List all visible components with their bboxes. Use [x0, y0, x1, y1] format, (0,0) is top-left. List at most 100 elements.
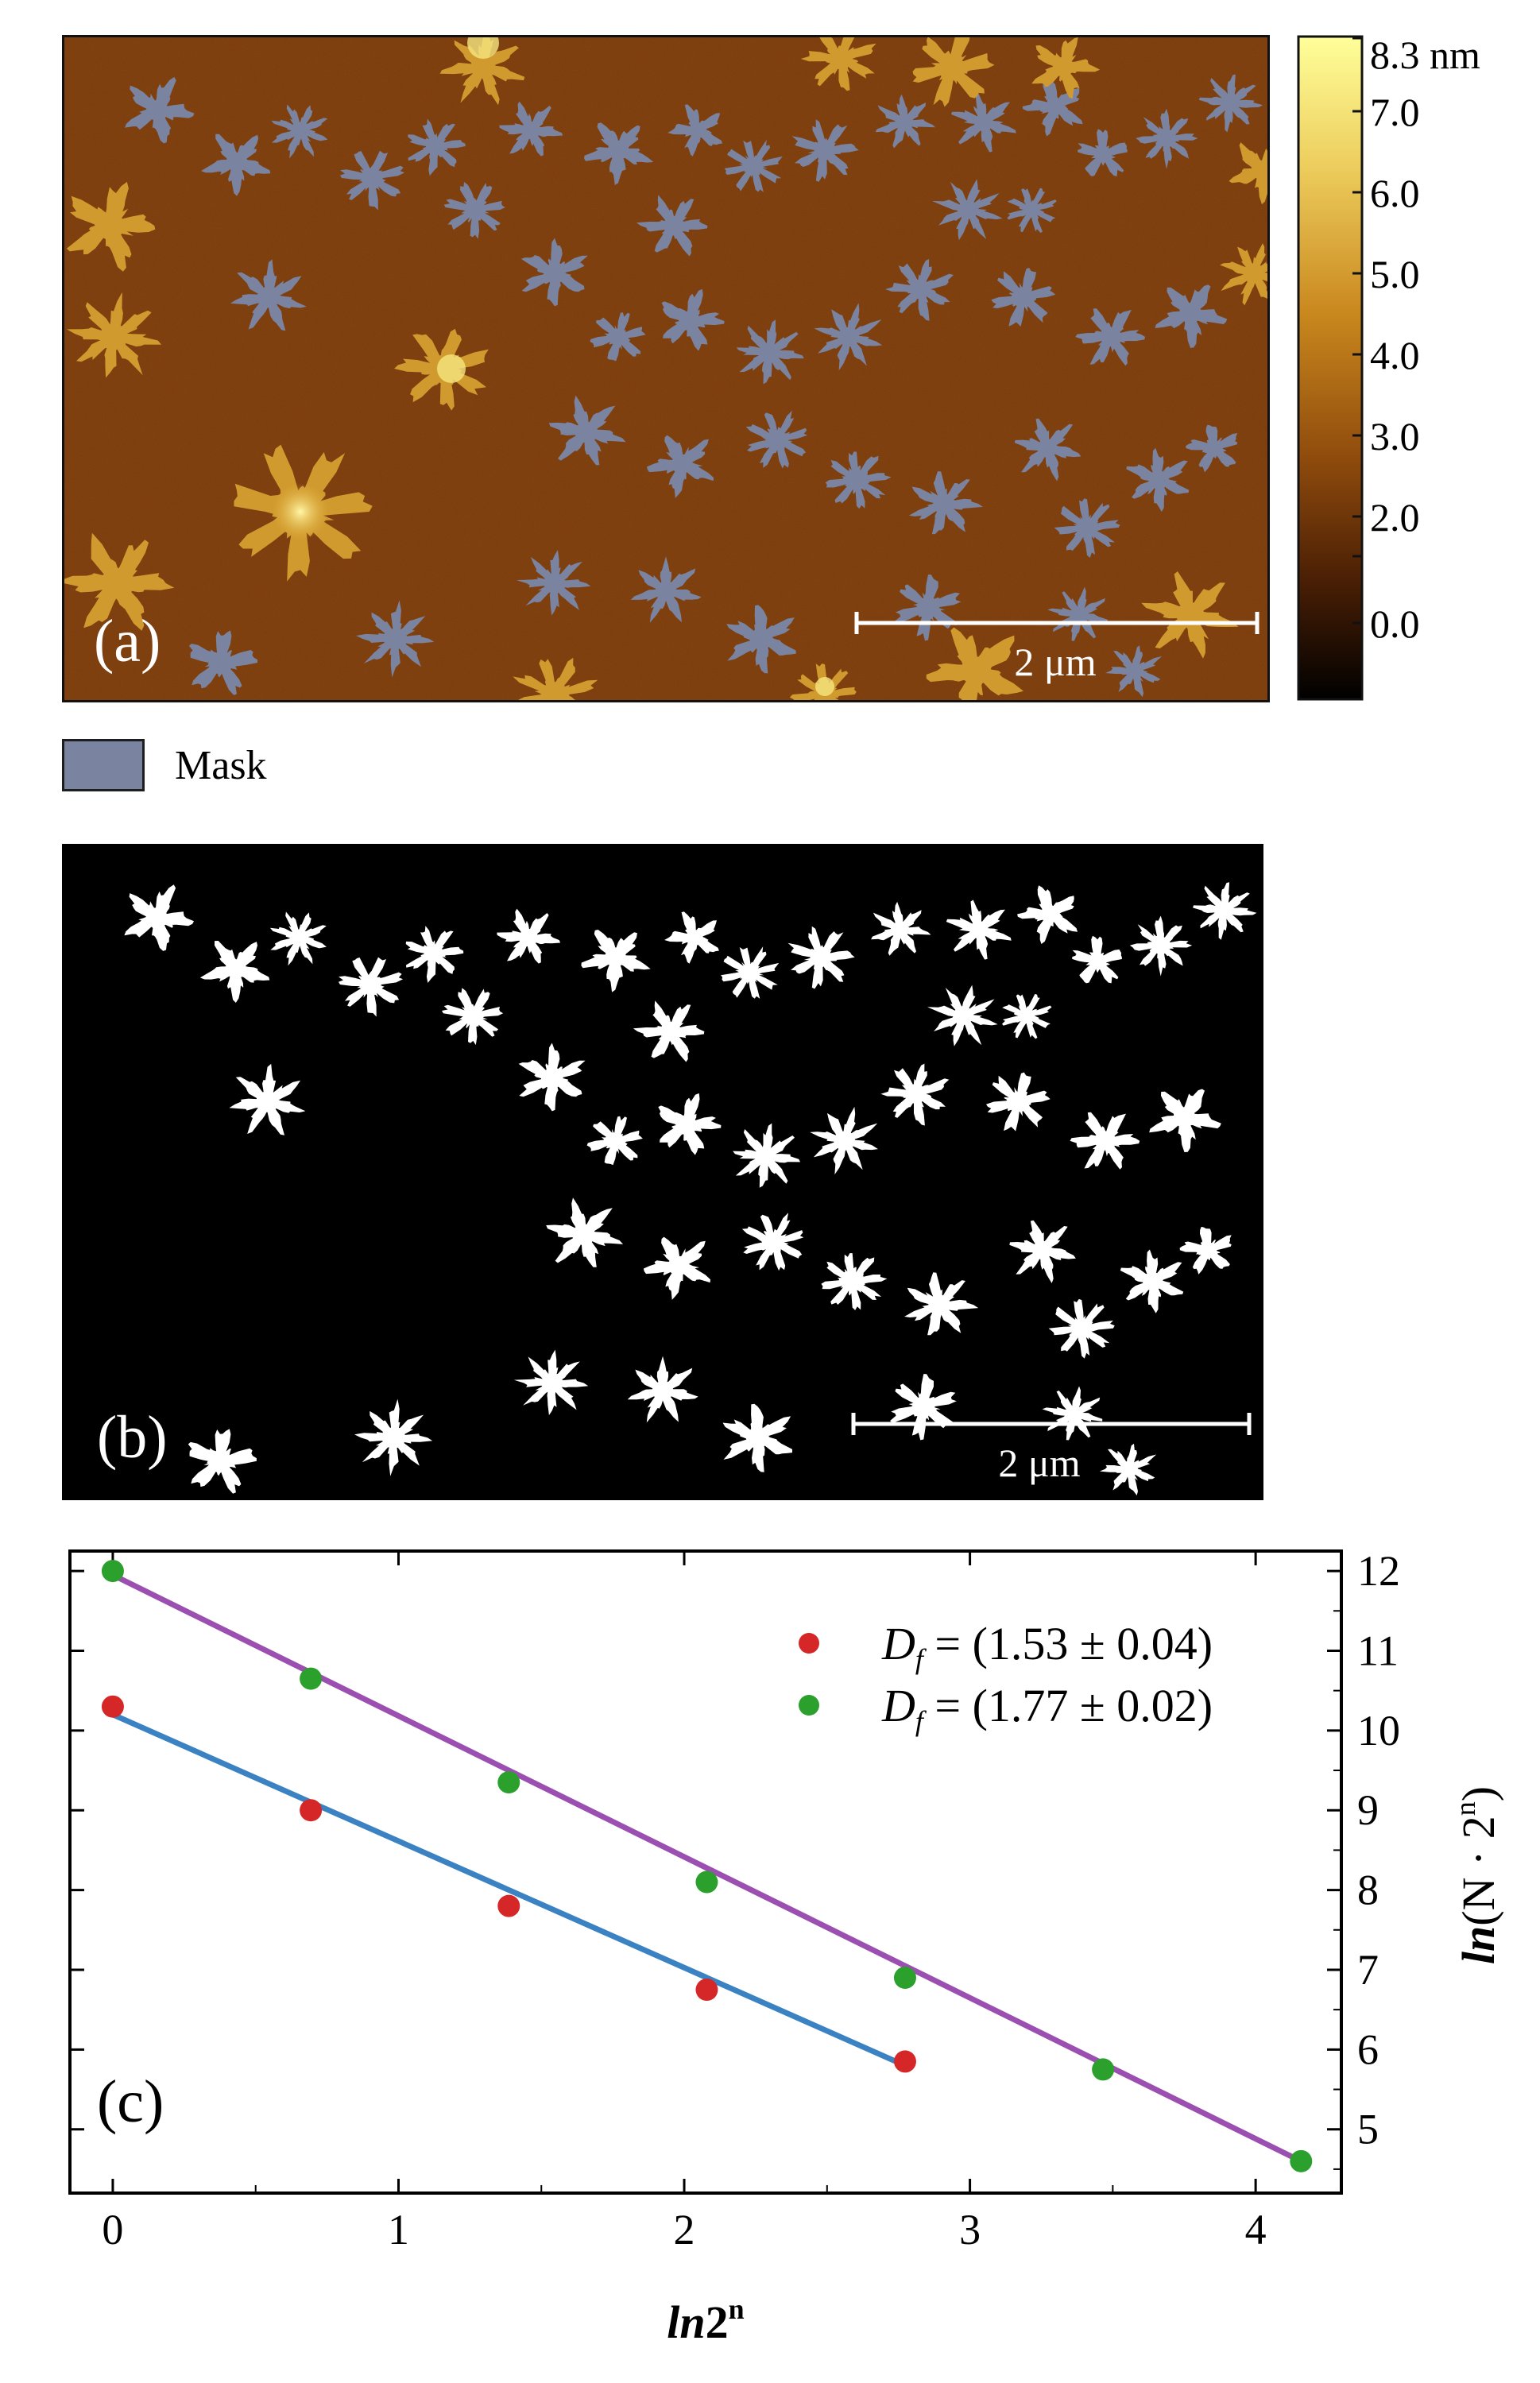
mask-island — [1155, 284, 1228, 348]
binary-island — [1072, 935, 1122, 984]
panel-label-a: (a) — [94, 608, 161, 675]
mask-island — [188, 630, 257, 695]
data-point-series-2 — [695, 1870, 718, 1894]
y-tick-label: 11 — [1357, 1627, 1399, 1674]
binary-island — [1193, 882, 1257, 940]
height-hotspot — [437, 354, 466, 383]
data-point-series-1 — [497, 1894, 520, 1917]
binary-island — [497, 908, 561, 964]
data-point-series-2 — [893, 1966, 916, 1989]
fractal-dimension-plot: 0 1 2 3 4 5 6 7 8 9 10 11 12 Df = (1.53 ± 0.04) Df =… — [0, 1534, 1540, 2379]
mask-island — [885, 259, 954, 321]
binary-island — [269, 911, 327, 966]
mask-island — [932, 179, 1003, 241]
mask-island — [1105, 645, 1163, 698]
gold-island — [439, 25, 525, 106]
data-point-series-1 — [300, 1799, 323, 1822]
mask-island — [736, 319, 804, 385]
mask-island — [340, 150, 405, 211]
panel-label-b: (b) — [97, 1404, 168, 1471]
mask-island — [1198, 74, 1263, 133]
gold-island — [1229, 141, 1297, 205]
binary-island — [188, 1429, 257, 1494]
mask-island — [724, 139, 783, 192]
gold-island — [66, 181, 156, 272]
binary-island — [1009, 1220, 1076, 1283]
binary-island — [1149, 1089, 1221, 1152]
mask-island — [814, 303, 883, 371]
binary-island — [733, 1123, 801, 1188]
binary-island — [633, 1000, 705, 1062]
mask-island — [271, 104, 328, 159]
binary-island — [627, 1356, 698, 1423]
binary-island — [229, 1063, 306, 1135]
binary-island — [664, 911, 719, 964]
gold-island — [1031, 37, 1101, 99]
mask-island — [745, 410, 807, 469]
colorbar-unit-label: 8.3 nm — [1370, 35, 1480, 77]
y-tick-label: 9 — [1357, 1786, 1379, 1834]
binary-island — [1002, 993, 1052, 1039]
data-point-series-2 — [1290, 2149, 1313, 2172]
gold-island — [912, 30, 995, 107]
mask-island — [661, 288, 725, 351]
binary-island — [442, 988, 504, 1046]
data-point-series-2 — [1092, 2058, 1115, 2081]
gold-island — [926, 627, 1023, 719]
binary-mask-image: 2 μm (b) — [62, 844, 1263, 1500]
mask-island — [584, 122, 654, 185]
mask-island — [875, 94, 936, 149]
colorbar-tick-label: 7.0 — [1370, 90, 1420, 134]
binary-island — [986, 1072, 1051, 1132]
binary-island — [721, 946, 780, 999]
legend-marker-series-2 — [799, 1695, 819, 1716]
scale-bar-b: 2 μm — [851, 1413, 1252, 1485]
legend-marker-series-1 — [799, 1633, 819, 1654]
y-tick-label: 6 — [1357, 2025, 1379, 2073]
gold-island — [64, 532, 175, 631]
mask-island — [548, 395, 626, 466]
colorbar-ticks: 7.0 6.0 5.0 4.0 3.0 2.0 0.0 8.3 nm — [1352, 33, 1480, 646]
binary-island — [643, 1236, 710, 1300]
mask-island — [408, 118, 466, 176]
mask-island — [1075, 308, 1146, 366]
mask-island — [647, 435, 714, 498]
binary-island — [927, 985, 998, 1046]
mask-legend-swatch — [62, 739, 145, 791]
x-tick-label: 4 — [1245, 2206, 1267, 2253]
colorbar-tick-label: 3.0 — [1370, 414, 1420, 458]
mask-island — [1078, 129, 1128, 176]
binary-island — [199, 941, 270, 1003]
scale-bar-label-b: 2 μm — [998, 1441, 1080, 1485]
mask-island — [1126, 447, 1190, 513]
fit-line-series-1 — [111, 1712, 907, 2068]
binary-island — [518, 1043, 586, 1112]
binary-island — [1070, 1112, 1140, 1170]
mask-island — [125, 76, 195, 144]
panel-label-c: (c) — [97, 2068, 164, 2135]
binary-island — [1042, 1386, 1103, 1441]
x-tick-label: 3 — [959, 2206, 981, 2253]
y-axis-label: ln(N · 2n) — [1449, 1786, 1504, 1964]
y-tick-label: 5 — [1357, 2106, 1379, 2153]
binary-island — [1017, 885, 1078, 944]
binary-island — [1120, 1249, 1184, 1313]
colorbar: 7.0 6.0 5.0 4.0 3.0 2.0 0.0 8.3 nm — [1297, 33, 1540, 702]
data-points — [101, 1560, 1313, 2172]
binary-island — [658, 1093, 722, 1155]
binary-island — [1129, 915, 1193, 977]
binary-island — [405, 926, 464, 983]
binary-mask-panel: 2 μm (b) — [62, 844, 1263, 1500]
gold-island — [800, 26, 876, 91]
binary-island — [880, 1063, 950, 1126]
binary-island — [546, 1197, 624, 1267]
binary-island — [581, 930, 651, 992]
mask-island — [667, 104, 723, 157]
y-tick-label: 10 — [1357, 1707, 1400, 1754]
mask-island — [991, 268, 1056, 327]
mask-island — [825, 451, 892, 509]
y-tick-label: 8 — [1357, 1867, 1379, 1914]
binary-island — [513, 1349, 589, 1415]
legend-entry-series-2: Df = (1.77 ± 0.02) — [881, 1680, 1213, 1737]
